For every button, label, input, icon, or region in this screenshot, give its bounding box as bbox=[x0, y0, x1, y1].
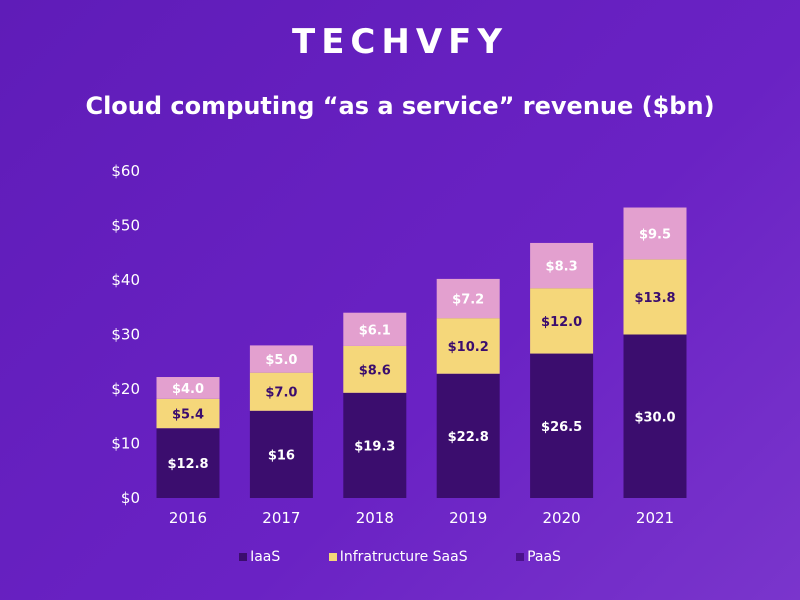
data-label: $12.0 bbox=[541, 315, 582, 330]
y-tick-label: $60 bbox=[111, 162, 140, 180]
bar-segment-infratructure-saas bbox=[436, 318, 500, 374]
data-label: $26.5 bbox=[541, 420, 582, 435]
y-tick-label: $0 bbox=[121, 489, 140, 507]
legend-item-saas: Infratructure SaaS bbox=[328, 549, 468, 565]
y-tick-label: $40 bbox=[111, 271, 140, 289]
bar-segment-infratructure-saas bbox=[249, 372, 313, 411]
x-tick-label: 2018 bbox=[356, 509, 394, 527]
data-label: $19.3 bbox=[354, 439, 395, 454]
y-tick-label: $30 bbox=[111, 326, 140, 344]
data-label: $22.8 bbox=[448, 430, 489, 445]
bar-segment-paas bbox=[530, 242, 594, 289]
bar-segment-paas bbox=[623, 207, 687, 260]
bar-segment-iaas bbox=[436, 373, 500, 498]
x-tick-label: 2021 bbox=[636, 509, 674, 527]
bar-segment-infratructure-saas bbox=[343, 345, 407, 393]
data-label: $16 bbox=[268, 448, 295, 463]
data-label: $8.6 bbox=[359, 363, 391, 378]
legend-label: IaaS bbox=[250, 549, 281, 565]
bar-segment-iaas bbox=[343, 392, 407, 498]
legend: IaaS Infratructure SaaS PaaS bbox=[0, 549, 800, 565]
legend-swatch bbox=[239, 553, 248, 561]
bar-segment-infratructure-saas bbox=[156, 398, 220, 429]
bar-segment-iaas bbox=[156, 428, 220, 498]
y-tick-label: $20 bbox=[111, 380, 140, 398]
y-tick-label: $50 bbox=[111, 217, 140, 235]
legend-swatch bbox=[516, 553, 525, 561]
data-label: $4.0 bbox=[172, 382, 204, 397]
legend-item-paas: PaaS bbox=[516, 549, 561, 565]
data-label: $13.8 bbox=[634, 291, 675, 306]
data-label: $9.5 bbox=[639, 227, 671, 242]
data-label: $6.1 bbox=[359, 323, 391, 338]
data-label: $7.2 bbox=[452, 293, 484, 308]
bar-segment-paas bbox=[249, 345, 313, 373]
bar-segment-infratructure-saas bbox=[623, 259, 687, 335]
legend-swatch bbox=[328, 553, 337, 561]
techvfy-logo: TECHVFY bbox=[292, 22, 508, 62]
bar-segment-paas bbox=[436, 278, 500, 319]
data-label: $7.0 bbox=[265, 386, 297, 401]
bar-segment-iaas bbox=[530, 353, 594, 498]
data-label: $5.0 bbox=[265, 353, 297, 368]
data-label: $12.8 bbox=[167, 457, 208, 472]
bar-segment-iaas bbox=[623, 334, 687, 498]
data-label: $8.3 bbox=[546, 260, 578, 275]
chart-title: Cloud computing “as a service” revenue (… bbox=[85, 92, 715, 120]
x-tick-label: 2016 bbox=[169, 509, 207, 527]
y-tick-label: $10 bbox=[111, 435, 140, 453]
data-label: $10.2 bbox=[448, 340, 489, 355]
bar-segment-infratructure-saas bbox=[530, 288, 594, 354]
bar-segment-iaas bbox=[249, 410, 313, 498]
x-tick-label: 2017 bbox=[262, 509, 300, 527]
x-tick-label: 2019 bbox=[449, 509, 487, 527]
bar-segment-paas bbox=[343, 312, 407, 346]
legend-label: PaaS bbox=[527, 549, 561, 565]
bar-segment-paas bbox=[156, 377, 220, 399]
legend-label: Infratructure SaaS bbox=[339, 549, 468, 565]
data-label: $5.4 bbox=[172, 408, 204, 423]
data-label: $30.0 bbox=[634, 410, 675, 425]
legend-item-iaas: IaaS bbox=[239, 549, 280, 565]
x-tick-label: 2020 bbox=[543, 509, 581, 527]
